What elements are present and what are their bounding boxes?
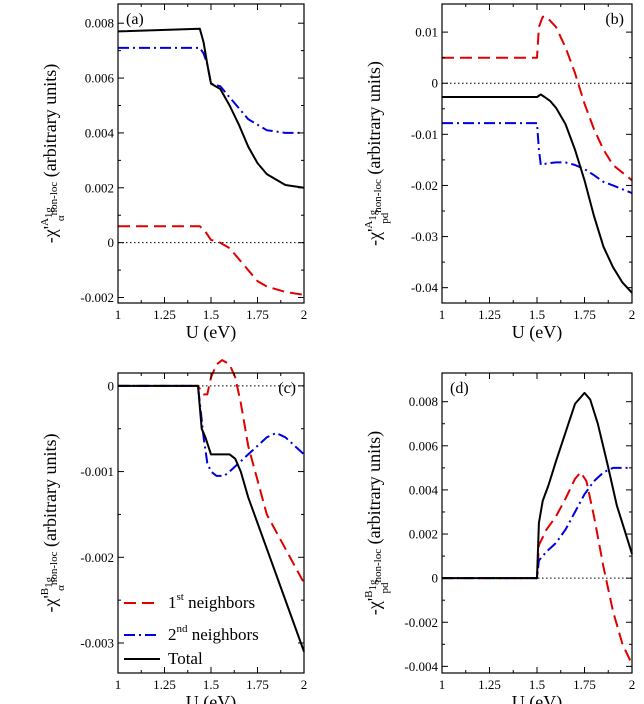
series-line-dashdot (118, 384, 305, 477)
y-tick-label: 0.008 (409, 394, 438, 409)
x-tick-label: 1.25 (478, 307, 501, 322)
series-line-dashed (118, 225, 305, 296)
y-tick-label: -0.04 (411, 280, 439, 295)
series-line-dashdot (118, 46, 304, 134)
y-tick-label: -0.02 (411, 178, 438, 193)
series-line-dashed (442, 15, 633, 182)
y-tick-label: 0.002 (409, 527, 438, 542)
plot-frame (441, 3, 633, 304)
legend-label: 1st neighbors (168, 591, 255, 612)
panel-3: 1 1.25 1.5 1.75 2 -0.004 -0.002 0 0.002 0.004 0.00… (363, 372, 636, 704)
series-line-dashdot (442, 466, 632, 580)
y-tick-label: -0.03 (411, 229, 438, 244)
legend-label: Total (168, 649, 203, 668)
y-axis-label: -χ'B1gpdnon-loc (arbitrary units) (363, 431, 391, 615)
series-line-solid (442, 391, 633, 580)
x-tick-label: 1.25 (153, 307, 176, 322)
x-tick-label: 1 (115, 307, 122, 322)
panel-label: (d) (450, 380, 469, 397)
series-line-solid (118, 384, 305, 652)
series-line-dashed (442, 471, 633, 665)
y-tick-label: 0.002 (85, 180, 114, 195)
y-tick-label: 0.006 (85, 71, 115, 86)
x-tick-label: 2 (301, 677, 308, 692)
x-tick-label: 2 (629, 307, 636, 322)
x-tick-label: 2 (629, 677, 636, 692)
x-tick-label: 1.5 (203, 307, 219, 322)
series-line-dashdot (442, 122, 633, 195)
y-tick-label: 0.006 (409, 438, 439, 453)
y-tick-label: 0.01 (415, 25, 438, 40)
y-axis-label: -χ'A1gαnon-loc (arbitrary units) (39, 64, 67, 244)
y-tick-label: -0.002 (404, 615, 438, 630)
x-tick-label: 1 (439, 677, 446, 692)
y-tick-label: 0 (108, 378, 115, 393)
x-axis-label: U (eV) (512, 692, 562, 704)
legend: 1st neighbors 2nd neighbors Total (124, 591, 259, 668)
x-tick-label: 1.25 (153, 677, 176, 692)
x-axis-label: U (eV) (186, 322, 236, 343)
y-tick-label: 0.004 (409, 482, 439, 497)
panel-label: (b) (605, 11, 624, 28)
panel-0: 1 1.25 1.5 1.75 2 -0.002 0 0.002 0.004 0.006 0.008… (39, 3, 308, 343)
y-tick-label: -0.004 (404, 659, 438, 674)
y-tick-label: -0.003 (80, 636, 114, 651)
x-tick-label: 1.75 (246, 677, 269, 692)
panel-2: 1 1.25 1.5 1.75 2 -0.003 -0.002 -0.001 0 U (eV) -χ… (39, 359, 308, 704)
y-axis-label: -χ'A1gpdnon-loc (arbitrary units) (363, 61, 391, 246)
legend-label: 2nd neighbors (168, 623, 259, 644)
x-tick-label: 1 (439, 307, 446, 322)
x-tick-label: 2 (301, 307, 308, 322)
x-tick-label: 1.5 (529, 677, 545, 692)
x-tick-label: 1.5 (203, 677, 219, 692)
x-tick-label: 1 (115, 677, 122, 692)
series-line-solid (117, 27, 305, 189)
y-tick-label: -0.01 (411, 127, 438, 142)
y-axis-label: -χ'B1gαnon-loc (arbitrary units) (39, 434, 67, 613)
x-tick-label: 1.75 (573, 677, 596, 692)
y-tick-label: 0 (108, 235, 115, 250)
y-tick-label: 0.008 (85, 16, 114, 31)
y-tick-label: 0 (432, 76, 439, 91)
y-tick-label: 0.004 (85, 125, 115, 140)
x-tick-label: 1.25 (478, 677, 501, 692)
x-axis-label: U (eV) (512, 322, 562, 343)
y-tick-label: -0.001 (80, 464, 114, 479)
x-axis-label: U (eV) (186, 692, 236, 704)
panel-label: (a) (126, 11, 144, 28)
x-tick-label: 1.5 (529, 307, 545, 322)
panel-label: (c) (278, 380, 296, 397)
series-line-dashed (118, 359, 305, 584)
series-line-solid (442, 93, 633, 294)
y-tick-label: 0 (432, 571, 439, 586)
x-tick-label: 1.75 (573, 307, 596, 322)
x-tick-label: 1.75 (246, 307, 269, 322)
panel-1: 1 1.25 1.5 1.75 2 -0.04 -0.03 -0.02 -0.01 0 0.01 U … (363, 3, 636, 343)
y-tick-label: -0.002 (80, 290, 114, 305)
y-tick-label: -0.002 (80, 550, 114, 565)
plot-frame (441, 372, 633, 674)
